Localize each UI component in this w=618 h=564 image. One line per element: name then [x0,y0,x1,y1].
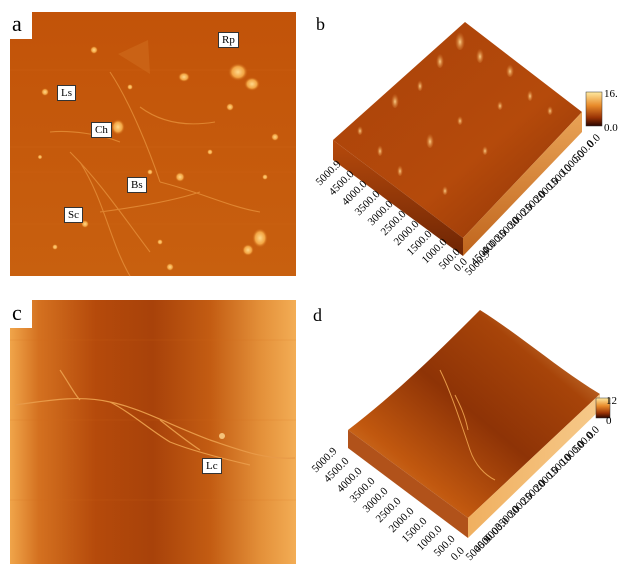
panel-d-colorbar-max: 12 [606,395,617,407]
panel-c-letter: c [10,300,32,328]
label-sc: Sc [64,207,83,223]
panel-b-letter: b [316,14,325,34]
label-ls: Ls [57,85,76,101]
label-rp: Rp [218,32,239,48]
panel-b-colorbar-min: 0.00 [604,122,618,134]
panel-d-letter: d [313,305,322,325]
afm-particles [37,46,279,271]
panel-b-3d-surface: 16.3 0.00 5000.9 4500.0 4000.0 3500.0 30… [314,22,618,278]
panel-c-afm-image [10,300,296,564]
label-ch: Ch [91,122,112,138]
label-bs: Bs [127,177,147,193]
panel-d-3d-surface: 12 0 5000.9 4500.0 4000.0 3500.0 3000.0 … [310,310,617,563]
panel-a-letter: a [10,11,32,39]
panel-a-afm-image [10,12,296,277]
panel-b-colorbar-max: 16.3 [604,88,618,100]
panel-d-colorbar-min: 0 [606,415,612,427]
label-lc: Lc [202,458,222,474]
